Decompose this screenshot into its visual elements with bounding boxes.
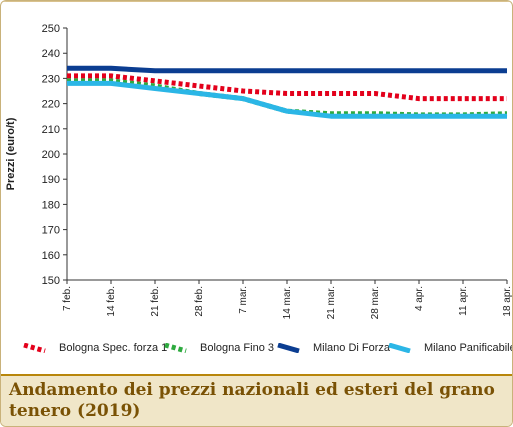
x-tick-labels: 7 feb. 14 feb. 21 feb. 28 feb. 7 mar. 14 mar.…: [62, 286, 512, 319]
legend-item: Bologna Spec. forza 1: [23, 336, 167, 360]
y-tick-label: 150: [42, 275, 60, 287]
y-tick-label: 220: [42, 99, 60, 111]
legend-item: Milano Di Forza: [277, 336, 390, 360]
line-chart: 150 160 170 180 190 200 210 220 230 240 250 7 feb.…: [5, 23, 512, 319]
y-tick-label: 170: [42, 225, 60, 237]
axes: [63, 27, 508, 284]
x-tick-label: 7 mar.: [238, 286, 249, 314]
y-tick-label: 200: [42, 149, 60, 161]
legend-label: Bologna Fino 3: [200, 342, 274, 354]
x-tick-label: 21 mar.: [326, 286, 337, 319]
x-tick-label: 28 mar.: [370, 286, 381, 319]
y-tick-label: 240: [42, 48, 60, 60]
x-tick-label: 11 apr.: [458, 286, 469, 316]
legend-swatch-line: [23, 343, 46, 353]
x-tick-label: 7 feb.: [62, 286, 73, 311]
legend-swatch-line: [164, 343, 187, 353]
caption-bar: Andamento dei prezzi nazionali ed esteri…: [1, 374, 512, 426]
y-tick-label: 210: [42, 124, 60, 136]
legend-swatch: [388, 343, 411, 353]
legend-swatch: [277, 343, 300, 353]
legend-label: Bologna Spec. forza 1: [59, 342, 168, 354]
x-tick-label: 4 apr.: [414, 286, 425, 311]
y-tick-label: 180: [42, 199, 60, 211]
y-tick-label: 250: [42, 23, 60, 35]
top-border: [1, 1, 512, 8]
x-tick-label: 21 feb.: [150, 286, 161, 317]
series-lines: [67, 65, 508, 119]
series-line-milano-panificabile: [67, 80, 507, 119]
legend: Bologna Spec. forza 1 Bologna Fino 3 Milan…: [1, 336, 512, 360]
legend-label: Milano Panificabile: [424, 342, 513, 354]
legend-swatch-line: [277, 343, 300, 353]
legend-item: Milano Panificabile: [388, 336, 513, 360]
x-tick-label: 14 feb.: [106, 286, 117, 317]
legend-item: Bologna Fino 3: [164, 336, 274, 360]
series-line-bologna-spec-forza-1: [67, 73, 507, 102]
caption-title: Andamento dei prezzi nazionali ed esteri…: [9, 380, 495, 421]
x-tick-label: 28 feb.: [194, 286, 205, 317]
y-tick-label: 160: [42, 250, 60, 262]
x-tick-label: 18 apr.: [502, 286, 512, 317]
y-axis-label: Prezzi (euro/t): [5, 117, 17, 190]
legend-label: Milano Di Forza: [313, 342, 391, 354]
x-tick-label: 14 mar.: [282, 286, 293, 319]
y-tick-label: 190: [42, 174, 60, 186]
legend-swatch-line: [388, 343, 411, 353]
y-tick-label: 230: [42, 73, 60, 85]
legend-swatch: [164, 343, 187, 353]
legend-swatch: [23, 343, 46, 353]
y-tick-labels: 150 160 170 180 190 200 210 220 230 240 250: [42, 23, 60, 287]
series-line-milano-di-forza: [67, 65, 507, 74]
